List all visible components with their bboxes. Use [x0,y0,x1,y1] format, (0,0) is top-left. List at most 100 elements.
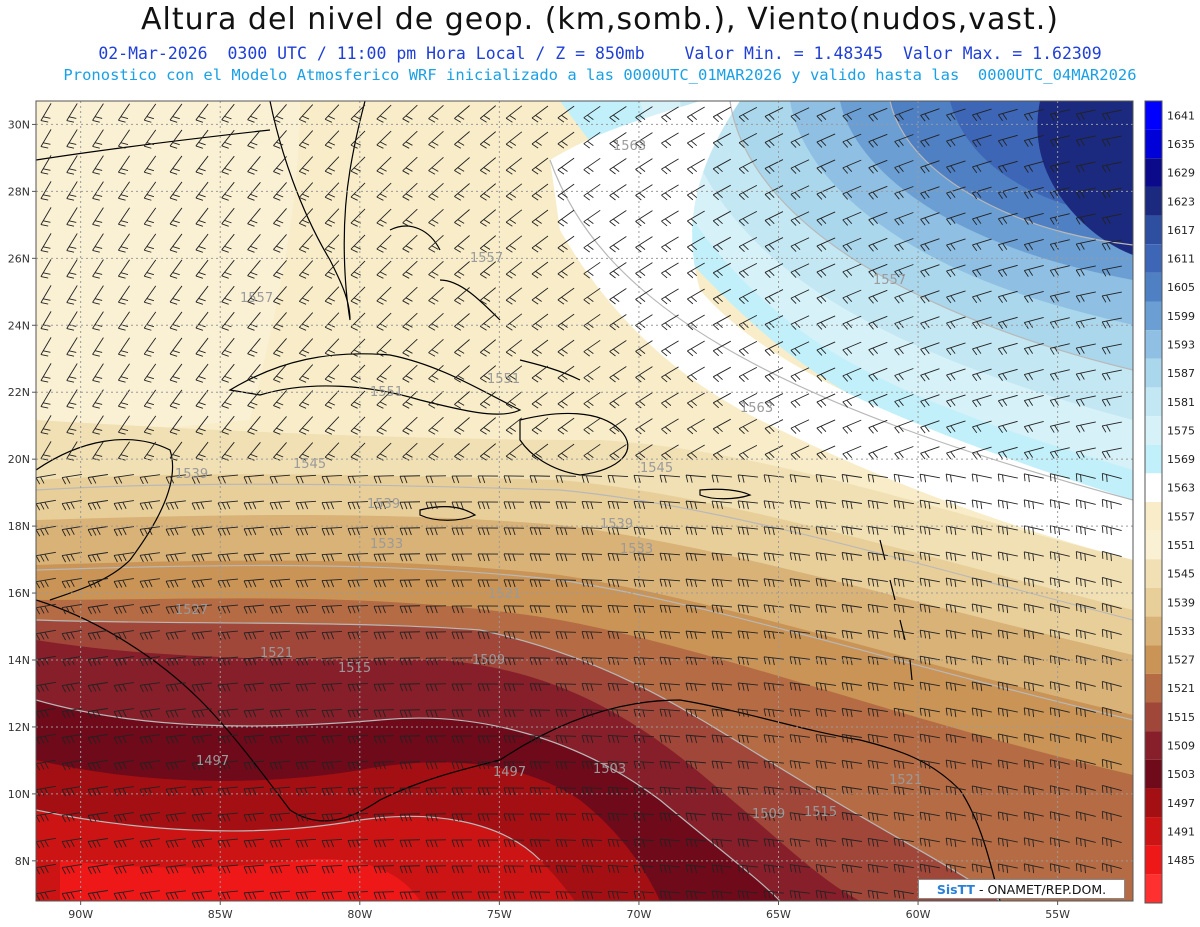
wind-barb [816,419,836,434]
wind-barb [36,551,56,563]
wind-barb [867,655,888,666]
wind-barb [841,682,862,692]
wind-barb [40,103,52,123]
wind-barb [581,709,603,718]
wind-barb [87,552,108,563]
wind-barb [477,787,499,796]
wind-barb [529,865,551,874]
wind-barb [324,338,340,357]
wind-barb [1023,265,1044,277]
wind-barb [61,603,82,615]
wind-barb [607,786,629,796]
wind-barb [687,106,705,123]
wind-barb [321,604,343,614]
contour-label: 1539 [175,467,208,482]
wind-barb [477,553,499,562]
wind-barb [920,394,940,408]
wind-barb [687,210,705,227]
wind-barb [1075,109,1096,121]
wind-barb [1075,291,1096,303]
wind-barb [113,812,134,823]
wind-barb [143,285,157,305]
wind-barb [659,734,681,744]
wind-barb [298,130,314,149]
wind-barb [867,629,888,640]
wind-barb [816,133,836,148]
wind-barb [661,366,679,383]
wind-barb [635,262,653,279]
wind-barb [687,288,705,305]
wind-barb [790,133,810,148]
wind-barb [1075,759,1096,770]
wind-barb [399,813,421,822]
wind-barb [247,208,261,227]
wind-barb [816,107,836,122]
wind-barb [764,185,784,200]
wind-barb [139,578,160,589]
colorbar-label: 1539 [1167,596,1195,609]
wind-barb [841,500,862,510]
wind-barb [479,183,497,201]
wind-barb [555,657,577,666]
wind-barb [376,312,392,331]
wind-barb [919,681,940,692]
wind-barb [1101,421,1122,433]
wind-barb [425,579,447,588]
wind-barb [581,605,603,614]
wind-barb [347,787,369,796]
yucatan-coast [36,439,174,601]
wind-barb [607,708,629,718]
colorbar-label: 1629 [1167,167,1195,180]
wind-barb [295,500,317,510]
wind-barb [711,864,732,874]
wind-barb [373,891,395,900]
wind-barb [61,889,82,901]
wind-barb [1075,135,1096,147]
jamaica-coast [419,506,477,521]
wind-barb [609,262,627,279]
wind-barb [764,159,784,174]
colorbar-label: 1599 [1167,310,1195,323]
wind-barb [273,312,287,331]
wind-barb [350,130,366,149]
wind-barb [425,501,447,510]
wind-barb [661,132,679,149]
wind-barb [841,552,862,562]
colorbar-swatch [1145,616,1162,646]
colorbar-swatch [1145,702,1162,732]
wind-barb [997,733,1018,744]
wind-barb [428,235,444,253]
wind-barb [581,839,603,848]
wind-barb [893,707,914,718]
wind-barb [789,500,810,510]
wind-barb [972,342,992,356]
wind-barb [1023,811,1044,822]
wind-barb [842,133,862,148]
colorbar-label: 1575 [1167,424,1195,437]
wind-barb [66,389,78,409]
lat-tick-label: 24N [8,319,30,332]
wind-barb [1075,213,1096,225]
wind-barb [789,734,810,744]
wind-barb [738,288,758,305]
wind-barb [477,631,499,640]
colorbar-swatch [1145,845,1162,875]
wind-barb [191,500,212,510]
wind-barb [165,552,186,563]
wind-barb [503,657,525,666]
wind-barb [347,891,369,900]
wind-barb [971,499,992,510]
wind-barb [711,630,732,640]
wind-barb [841,864,862,874]
wind-barb [92,285,104,305]
wind-barb [790,211,810,226]
wind-barb [454,105,470,123]
wind-barb [428,183,444,201]
wind-barb [428,131,444,149]
wind-barb [972,264,992,278]
wind-barb [529,475,551,484]
wind-barb [87,864,108,875]
wind-barb [273,130,287,149]
wind-barb [581,813,603,822]
